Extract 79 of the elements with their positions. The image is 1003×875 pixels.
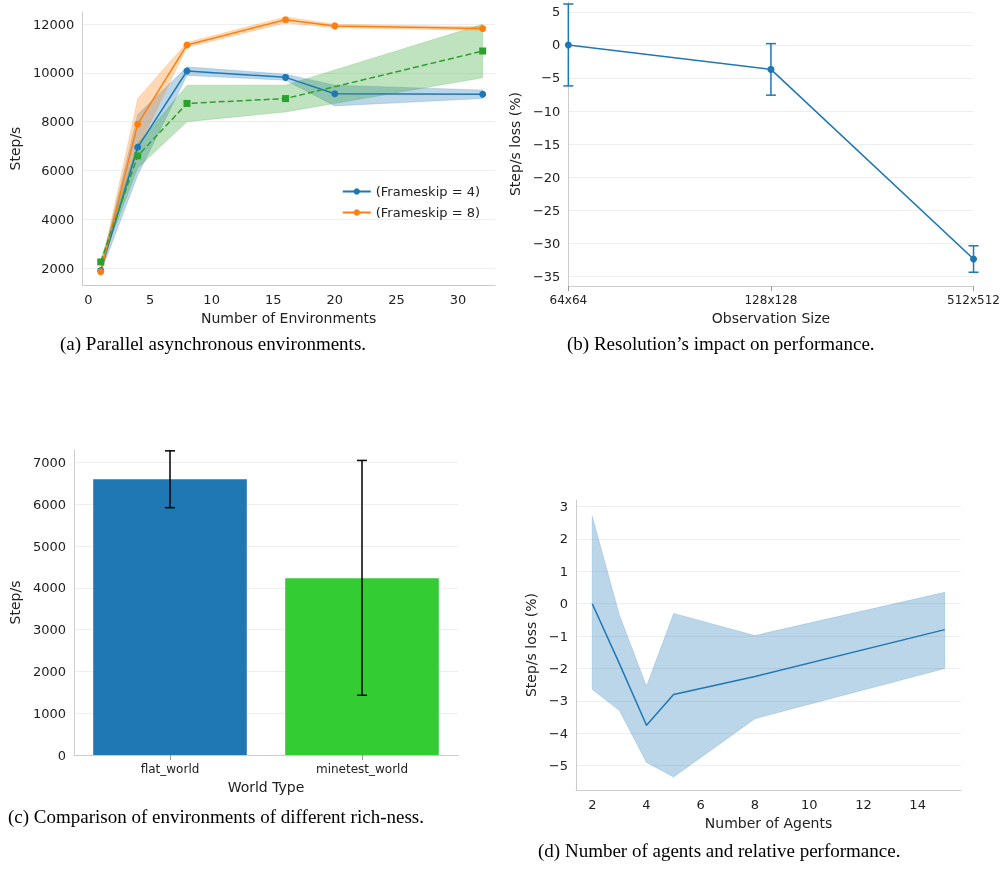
y-tick-label: 4000 <box>41 211 75 227</box>
y-tick-label: −5 <box>548 758 568 774</box>
point <box>134 152 142 160</box>
line-series <box>591 602 946 726</box>
text: (b) Resolution’s impact on performance. <box>567 333 876 355</box>
y-tick-label: −35 <box>532 268 561 284</box>
x-axis-title: World Type <box>227 778 305 795</box>
y-tick-label: −15 <box>532 136 561 152</box>
y-axis-title: Step/s <box>7 126 23 171</box>
text: (c) Comparison of environments of different rich-ness. <box>8 806 425 828</box>
x-tick-label: 512x512 <box>947 293 1001 308</box>
x-tick-label: 128x128 <box>744 293 798 308</box>
point <box>331 90 339 98</box>
point <box>479 90 487 98</box>
x-axis-title: Number of Agents <box>704 814 833 831</box>
point <box>282 95 290 103</box>
point <box>282 16 290 24</box>
x-tick-label: flat_world <box>140 762 200 776</box>
x-tick-label: 25 <box>388 292 405 308</box>
y-tick-label: 0 <box>559 596 568 612</box>
x-tick-label: minetest_world <box>315 762 409 776</box>
x-tick-label: 5 <box>145 292 155 308</box>
y-tick-label: 3000 <box>32 622 66 638</box>
y-tick-label: 4000 <box>32 580 66 596</box>
y-tick-label: −30 <box>532 235 561 251</box>
x-tick-label: 64x64 <box>549 293 588 308</box>
y-tick-label: 3 <box>559 498 568 514</box>
y-axis-title: Step/s <box>7 580 23 625</box>
y-tick-label: 2000 <box>41 260 75 276</box>
x-tick-label: 8 <box>750 797 760 812</box>
point <box>331 22 339 30</box>
text: (a) Parallel asynchronous environments. <box>60 333 368 355</box>
x-tick-label: 6 <box>696 797 705 812</box>
y-tick-label: −2 <box>548 660 568 676</box>
x-tick-label: 4 <box>642 797 651 812</box>
y-tick-label: 0 <box>552 37 561 53</box>
y-tick-label: 8000 <box>41 114 75 130</box>
x-tick-label: 0 <box>84 292 93 308</box>
y-tick-label: 6000 <box>41 163 75 178</box>
x-tick-label: 20 <box>326 292 344 308</box>
point <box>479 25 487 33</box>
point <box>183 99 191 107</box>
y-tick-label: 1000 <box>32 705 66 721</box>
y-tick-label: 7000 <box>32 455 66 471</box>
x-tick-label: 12 <box>855 797 872 812</box>
y-tick-label: 2000 <box>32 663 66 679</box>
y-tick-label: 0 <box>57 747 66 763</box>
y-tick-label: −3 <box>548 693 568 709</box>
legend-label: (Frameskip = 8) <box>375 205 481 220</box>
y-tick-label: 5000 <box>32 538 66 554</box>
x-tick-label: 10 <box>800 797 818 812</box>
point <box>282 73 290 81</box>
y-axis-title: Step/s loss (%) <box>522 592 539 698</box>
y-tick-label: −25 <box>532 202 561 218</box>
y-tick-label: −10 <box>532 103 561 119</box>
y-tick-label: −5 <box>541 70 561 86</box>
point <box>479 47 487 55</box>
x-axis-title: Observation Size <box>711 310 831 326</box>
x-axis-title: Number of Environments <box>200 310 377 326</box>
y-tick-label: 6000 <box>32 496 66 512</box>
y-tick-label: 5 <box>552 4 561 20</box>
legend-label: (Frameskip = 4) <box>375 184 481 199</box>
point <box>134 143 142 151</box>
x-tick-label: 15 <box>264 292 282 308</box>
y-tick-label: −1 <box>548 628 568 644</box>
y-tick-label: 12000 <box>32 16 75 32</box>
x-tick-label: 14 <box>909 797 926 812</box>
x-tick-label: 10 <box>203 292 220 308</box>
point <box>97 258 105 266</box>
point <box>134 120 142 128</box>
text: (d) Number of agents and relative performance. <box>538 840 902 862</box>
y-axis-title: Step/s loss (%) <box>507 92 523 197</box>
y-tick-label: −20 <box>532 169 561 185</box>
x-tick-label: 30 <box>449 292 467 308</box>
x-tick-label: 2 <box>588 797 597 812</box>
y-tick-label: −4 <box>548 725 568 741</box>
y-tick-label: 2 <box>559 531 568 547</box>
y-tick-label: 1 <box>559 563 568 579</box>
y-tick-label: 10000 <box>32 65 75 81</box>
